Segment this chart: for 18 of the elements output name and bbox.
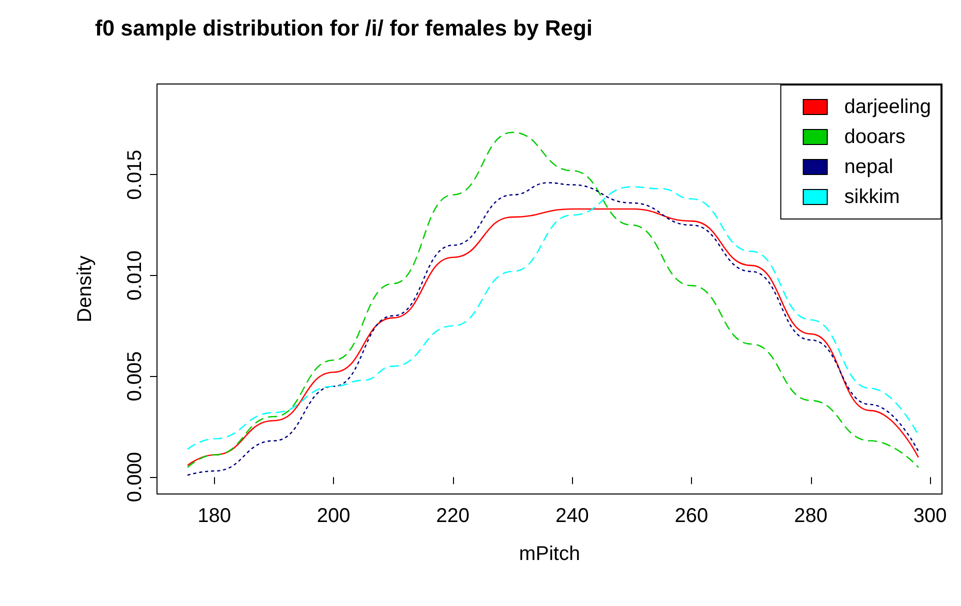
x-axis-title: mPitch — [518, 543, 580, 565]
y-tick-label: 0.010 — [124, 250, 146, 301]
legend-label: sikkim — [844, 186, 900, 208]
x-tick-label: 300 — [913, 505, 947, 527]
legend-label: nepal — [844, 156, 894, 178]
x-tick-label: 280 — [794, 505, 828, 527]
chart-title: f0 sample distribution for /i/ for females by Regi — [95, 16, 593, 40]
x-tick-label: 200 — [316, 505, 350, 527]
x-tick-label: 180 — [198, 505, 231, 527]
x-tick-label: 240 — [555, 505, 589, 527]
y-tick-label: 0.015 — [124, 150, 146, 200]
y-tick-label: 0.005 — [124, 351, 146, 402]
y-axis-title: Density — [74, 256, 96, 322]
y-tick-label: 0.000 — [124, 452, 146, 502]
x-tick-label: 260 — [674, 505, 708, 527]
legend-label: darjeeling — [844, 96, 932, 118]
legend-label: dooars — [844, 126, 906, 148]
x-tick-label: 220 — [436, 505, 470, 527]
